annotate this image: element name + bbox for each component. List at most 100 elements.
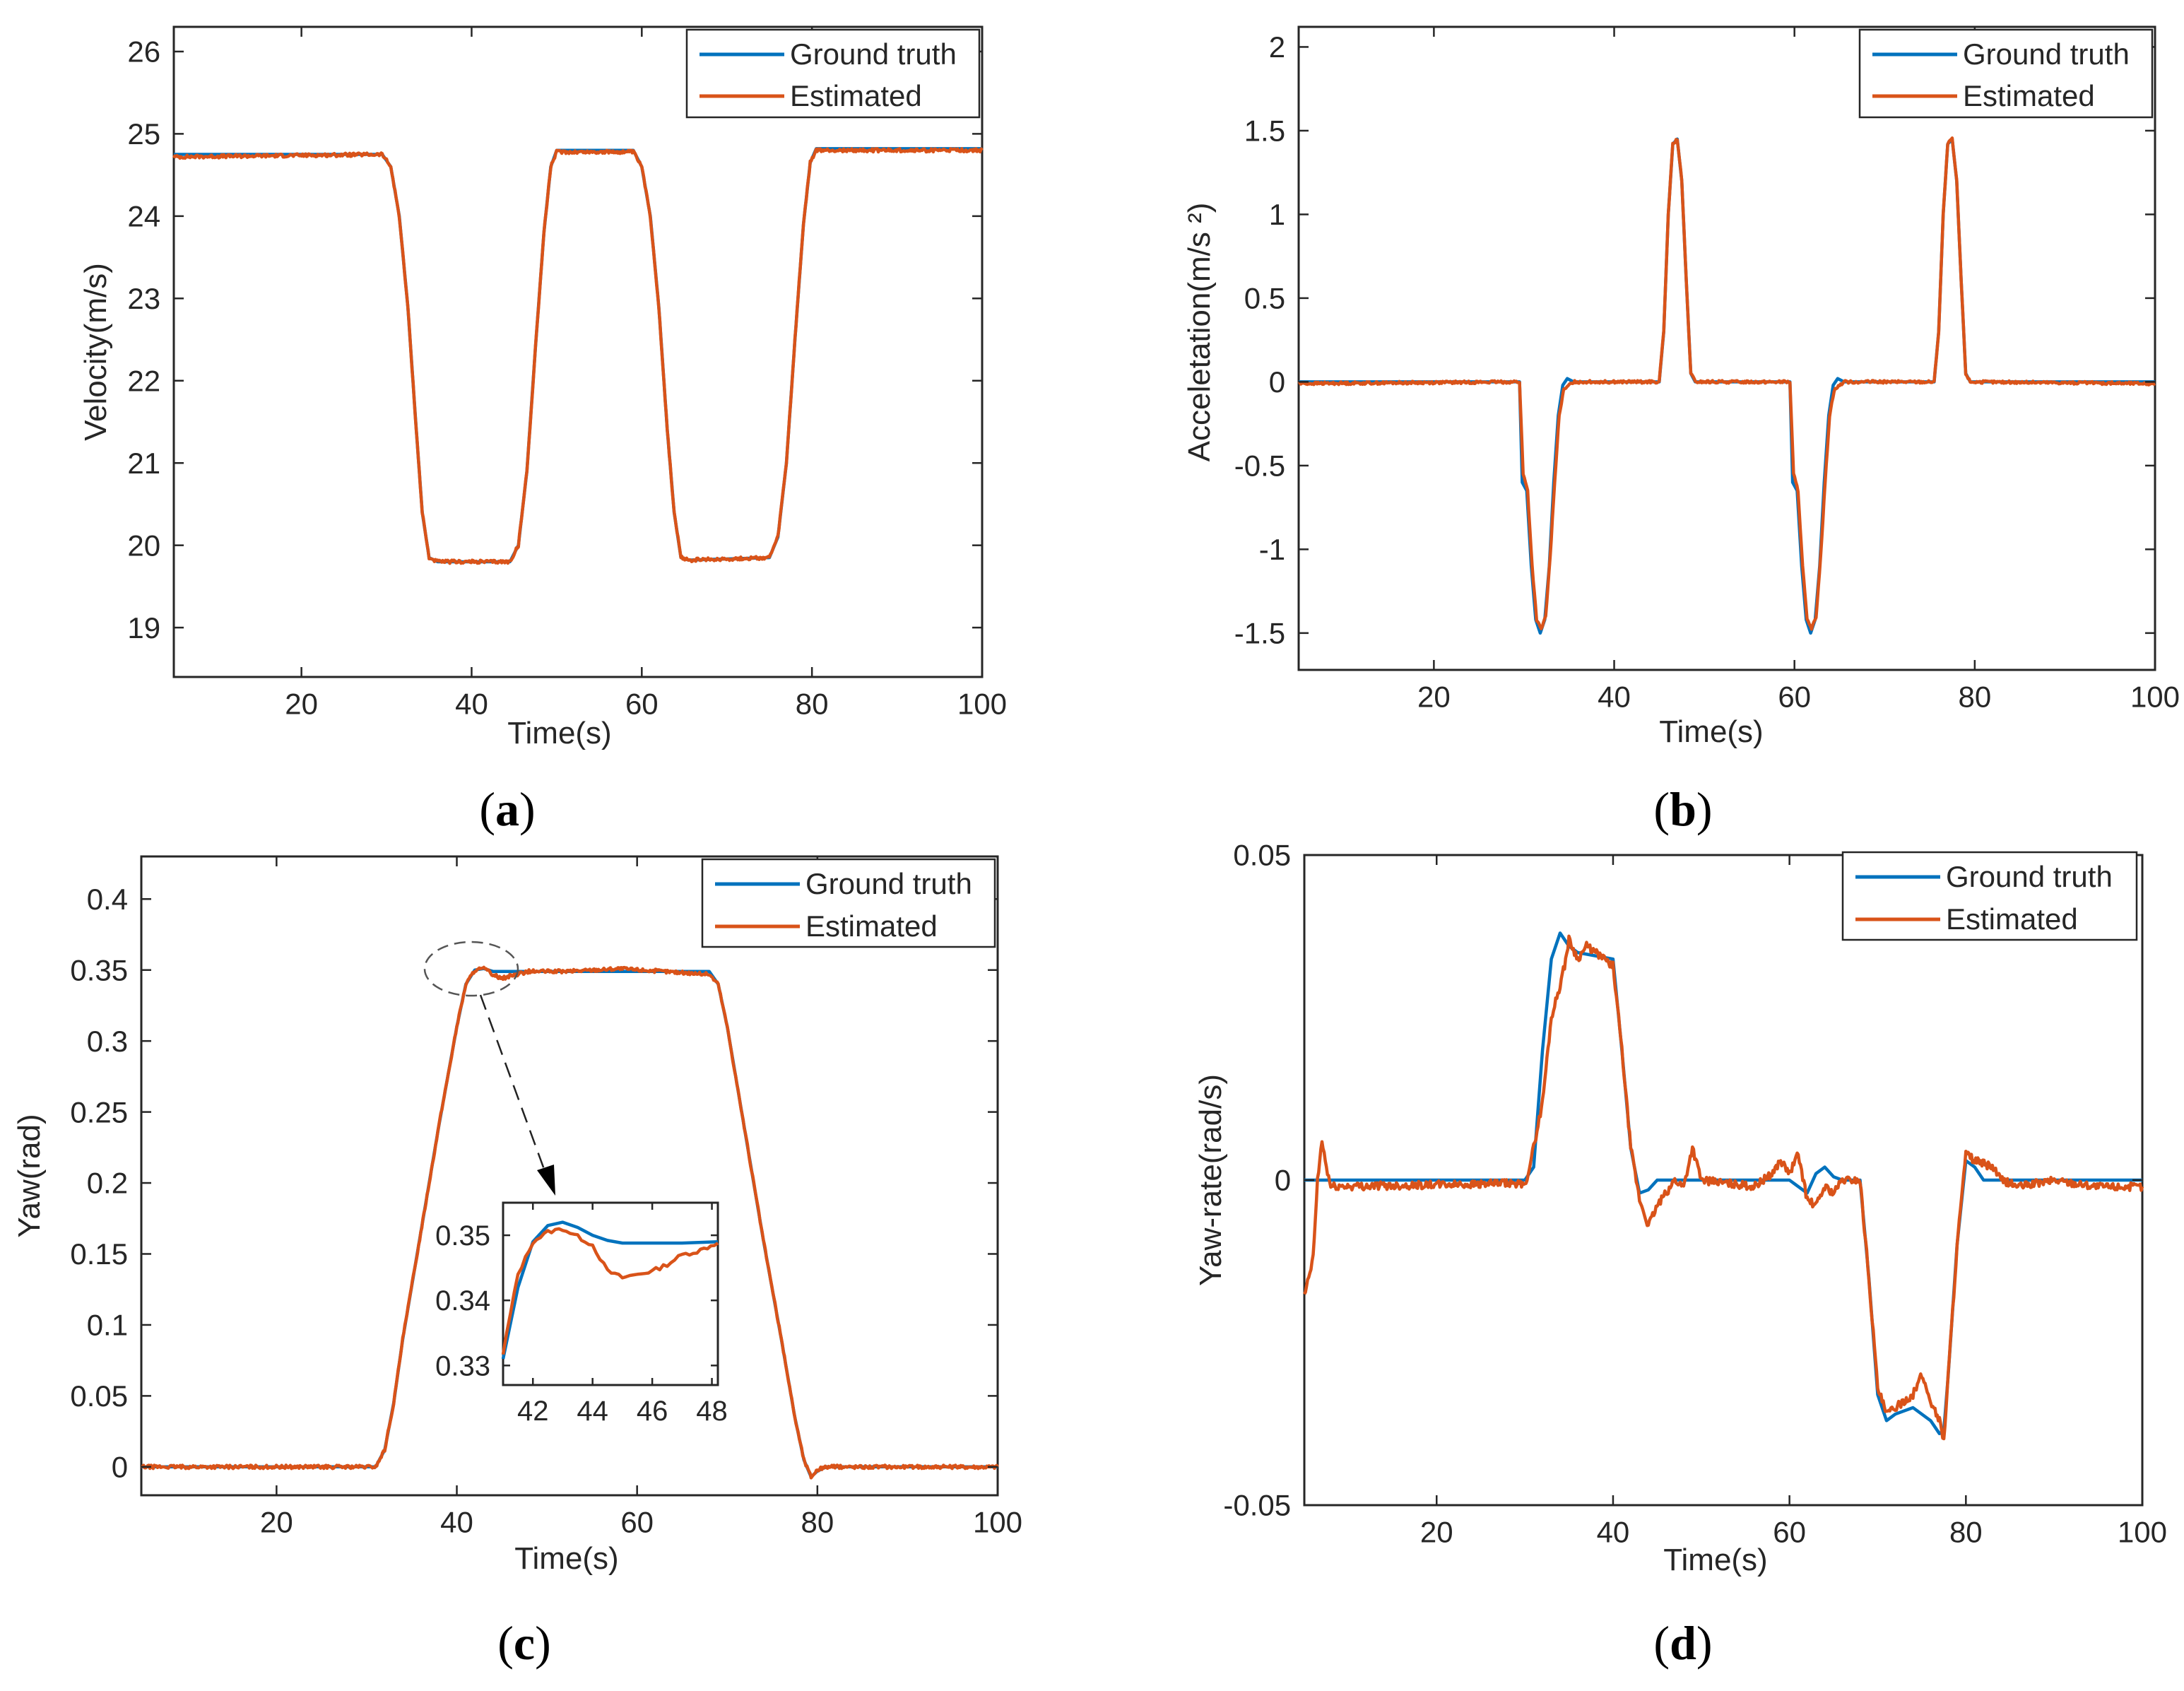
x-tick-label-c: 80 [801,1506,834,1539]
legend-box-b [1858,28,2154,119]
x-tick-label-d: 60 [1773,1516,1806,1549]
series-estimated-c [141,965,999,1480]
x-tick-label-a: 80 [796,688,829,721]
panel-d: 20 40 60 80 100 -0.05 0 0.05 Time(s) Yaw-rate(r… [1193,839,2167,1670]
y-tick-label-a: 20 [127,529,160,562]
x-axis-label-d: Time(s) [1663,1543,1767,1577]
x-tick-label-d: 40 [1597,1516,1630,1549]
legend-label-ground-truth-a: Ground truth [790,37,957,71]
tick-layer-b: 20 40 60 80 100 -1.5 -1 -0.5 0 0.5 1 1.5 2 [1234,27,2180,714]
series-layer-c [141,965,999,1480]
zoom-arrow-line [479,994,547,1174]
x-axis-label-a: Time(s) [507,716,611,750]
legend-label-estimated-a: Estimated [790,79,922,112]
x-tick-label-b: 60 [1778,680,1811,714]
tick-layer-c: 20 40 60 80 100 0 0.05 0.1 0.15 0.2 0.25 0.3 0.35 0.4 [70,856,1022,1539]
x-tick-label-c: 100 [973,1506,1022,1539]
legend-box-a [685,28,981,119]
legend-d: Ground truth Estimated [1841,851,2138,941]
inset-y-tick-label-c: 0.35 [435,1220,490,1251]
y-tick-label-a: 22 [127,364,160,397]
y-axis-label-b: Acceletation(m/s ²) [1182,203,1217,462]
caption-c: (c) [497,1616,551,1670]
inset-x-tick-label-c: 42 [517,1396,549,1427]
tick-layer-a: 20 40 60 80 100 19 20 21 22 23 24 25 26 [127,27,1007,721]
y-tick-label-b: 1 [1269,198,1285,231]
panel-b: 20 40 60 80 100 -1.5 -1 -0.5 0 0.5 1 1.5 2 Time(s) A… [1182,25,2180,836]
y-tick-label-b: -1 [1259,533,1285,566]
x-tick-label-c: 20 [260,1506,293,1539]
x-tick-label-a: 60 [625,688,659,721]
inset-y-tick-label-c: 0.34 [435,1285,490,1316]
y-tick-label-d: -0.05 [1223,1489,1291,1522]
legend-box-d [1841,851,2138,941]
x-tick-label-d: 100 [2118,1516,2167,1549]
plot-area-b [1297,25,2156,671]
y-tick-label-c: 0.35 [70,953,128,986]
legend-label-ground-truth-d: Ground truth [1946,860,2113,893]
y-tick-label-c: 0.25 [70,1095,128,1129]
y-tick-label-a: 19 [127,611,160,644]
plot-area-a [172,25,984,678]
legend-a: Ground truth Estimated [685,28,981,119]
y-tick-label-a: 26 [127,35,160,69]
y-tick-label-a: 23 [127,282,160,315]
caption-b: (b) [1653,782,1712,836]
legend-b: Ground truth Estimated [1858,28,2154,119]
y-tick-label-a: 25 [127,117,160,151]
y-tick-label-b: 0.5 [1244,282,1285,315]
caption-a: (a) [479,782,535,836]
y-tick-label-b: 0 [1269,365,1285,399]
series-layer-a [172,147,984,565]
y-tick-label-b: 1.5 [1244,114,1285,148]
y-tick-label-d: 0.05 [1233,839,1291,872]
x-axis-label-c: Time(s) [514,1541,618,1576]
series-layer-b [1297,136,2156,635]
series-estimated-a [172,147,984,565]
x-axis-label-b: Time(s) [1659,714,1763,749]
y-axis-label-c: Yaw(rad) [12,1114,47,1237]
y-tick-label-c: 0.3 [87,1025,128,1058]
y-tick-label-a: 21 [127,447,160,480]
y-tick-label-d: 0 [1275,1164,1291,1197]
inset-x-tick-label-c: 44 [577,1396,608,1427]
inset-y-tick-label-c: 0.33 [435,1350,490,1381]
x-tick-label-a: 40 [455,688,488,721]
x-tick-label-c: 40 [440,1506,473,1539]
panel-a: 20 40 60 80 100 19 20 21 22 23 24 25 26 Time(s) Velo… [78,25,1007,836]
tick-layer-d: 20 40 60 80 100 -0.05 0 0.05 [1223,839,2167,1549]
y-axis-label-a: Velocity(m/s) [78,263,113,441]
panel-c: 20 40 60 80 100 0 0.05 0.1 0.15 0.2 0.25 0.3 0.35 0.4… [12,855,1022,1670]
zoom-highlight-ellipse [423,941,519,997]
y-tick-label-c: 0.1 [87,1309,128,1342]
y-tick-label-a: 24 [127,200,160,233]
inset-x-tick-label-c: 48 [696,1396,728,1427]
legend-label-estimated-c: Estimated [805,909,938,943]
inset-series-layer [501,1220,719,1360]
plot-area-c [140,855,999,1497]
y-tick-label-c: 0.05 [70,1379,128,1413]
y-tick-label-c: 0.4 [87,883,128,916]
x-tick-label-b: 40 [1598,680,1631,714]
y-tick-label-b: -1.5 [1234,617,1285,650]
y-tick-label-c: 0.15 [70,1237,128,1271]
inset-plot-area [502,1201,719,1386]
x-tick-label-b: 80 [1958,680,1991,714]
legend-label-estimated-b: Estimated [1963,79,2095,112]
series-layer-d [1303,931,2144,1441]
y-axis-label-d: Yaw-rate(rad/s) [1193,1074,1228,1286]
y-tick-label-b: 2 [1269,30,1285,64]
x-tick-label-a: 20 [285,688,318,721]
y-tick-label-c: 0 [112,1451,128,1484]
series-estimated-b [1297,136,2156,631]
x-tick-label-d: 80 [1949,1516,1983,1549]
x-tick-label-b: 20 [1417,680,1451,714]
x-tick-label-c: 60 [620,1506,654,1539]
legend-c: Ground truth Estimated [701,858,996,948]
x-tick-label-d: 20 [1420,1516,1453,1549]
zoom-arrow-head [537,1165,555,1196]
x-tick-label-a: 100 [957,688,1007,721]
x-tick-label-b: 100 [2130,680,2180,714]
inset-series-estimated-c [501,1227,719,1355]
